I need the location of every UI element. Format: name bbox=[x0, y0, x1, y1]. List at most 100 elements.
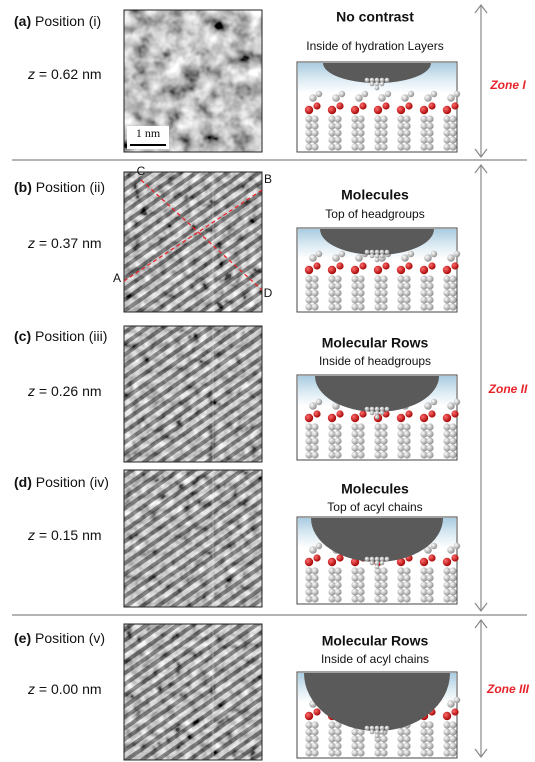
chain-atom bbox=[311, 437, 318, 444]
position-label: Position (ii) bbox=[36, 179, 105, 195]
chain-atom bbox=[403, 567, 410, 574]
headgroup-atom bbox=[359, 102, 366, 109]
z-value: = 0.15 nm bbox=[39, 527, 102, 543]
chain-atom bbox=[449, 444, 456, 451]
headgroup-atom bbox=[397, 266, 405, 274]
chain-atom bbox=[449, 567, 456, 574]
chain-atom bbox=[334, 430, 341, 437]
position-label: Position (v) bbox=[35, 630, 105, 646]
chain-atom bbox=[403, 728, 410, 735]
chain-atom bbox=[311, 595, 318, 602]
chain-atom bbox=[449, 735, 456, 742]
chain-atom bbox=[334, 581, 341, 588]
headgroup-atom bbox=[447, 402, 455, 410]
headgroup-atom bbox=[420, 266, 428, 274]
chain-atom bbox=[334, 115, 341, 122]
headgroup-atom bbox=[397, 106, 405, 114]
headgroup-atom bbox=[382, 102, 389, 109]
headgroup-atom bbox=[405, 102, 412, 109]
chain-atom bbox=[449, 581, 456, 588]
chain-atom bbox=[426, 437, 433, 444]
chain-atom bbox=[311, 115, 318, 122]
headgroup-atom bbox=[309, 402, 317, 410]
panel-label: (a) Position (i) bbox=[14, 13, 101, 29]
headgroup-atom bbox=[328, 266, 336, 274]
headgroup-atom bbox=[328, 558, 336, 566]
chain-atom bbox=[334, 129, 341, 136]
tip-atom bbox=[365, 557, 370, 562]
profile-endpoint: A bbox=[113, 271, 121, 285]
afm-stripes bbox=[124, 326, 262, 462]
chain-atom bbox=[449, 296, 456, 303]
tip-atom bbox=[365, 726, 370, 731]
tip-atom bbox=[365, 407, 370, 412]
tip-atom bbox=[380, 407, 385, 412]
tip-atom bbox=[375, 254, 380, 259]
tip-atom bbox=[380, 411, 385, 416]
chain-atom bbox=[380, 115, 387, 122]
headgroup-atom bbox=[378, 94, 386, 102]
tip-atom bbox=[375, 726, 380, 731]
chain-atom bbox=[449, 122, 456, 129]
headgroup-atom bbox=[451, 102, 458, 109]
tip-atom bbox=[365, 250, 370, 255]
headgroup-atom bbox=[443, 106, 451, 114]
headgroup-atom bbox=[355, 254, 363, 262]
chain-atom bbox=[449, 437, 456, 444]
z-height: z = 0.37 nm bbox=[27, 235, 102, 251]
chain-atom bbox=[334, 303, 341, 310]
chain-atom bbox=[403, 275, 410, 282]
chain-atom bbox=[334, 437, 341, 444]
headgroup-atom bbox=[309, 94, 317, 102]
chain-atom bbox=[403, 595, 410, 602]
headgroup-atom bbox=[420, 106, 428, 114]
chain-atom bbox=[311, 289, 318, 296]
chain-atom bbox=[334, 423, 341, 430]
chain-atom bbox=[357, 136, 364, 143]
tip-atom bbox=[375, 557, 380, 562]
chain-atom bbox=[357, 588, 364, 595]
tip-atom bbox=[365, 78, 370, 83]
schematic bbox=[297, 228, 460, 312]
chain-atom bbox=[426, 588, 433, 595]
chain-atom bbox=[311, 143, 318, 150]
chain-atom bbox=[311, 567, 318, 574]
schematic bbox=[297, 517, 460, 604]
mode-title: Molecular Rows bbox=[322, 335, 429, 351]
chain-atom bbox=[449, 275, 456, 282]
schematic bbox=[297, 62, 460, 152]
headgroup-atom bbox=[374, 266, 382, 274]
chain-atom bbox=[426, 430, 433, 437]
chain-atom bbox=[426, 136, 433, 143]
chain-atom bbox=[357, 735, 364, 742]
chain-atom bbox=[334, 143, 341, 150]
chain-atom bbox=[334, 296, 341, 303]
headgroup-atom bbox=[309, 546, 317, 554]
headgroup-atom bbox=[454, 399, 460, 405]
headgroup-atom bbox=[408, 91, 414, 97]
chain-atom bbox=[380, 129, 387, 136]
tip-atom bbox=[380, 82, 385, 87]
chain-atom bbox=[380, 444, 387, 451]
headgroup-atom bbox=[313, 262, 320, 269]
chain-atom bbox=[311, 275, 318, 282]
headgroup-atom bbox=[454, 697, 460, 703]
headgroup-atom bbox=[305, 712, 313, 720]
tip-atom bbox=[370, 726, 375, 731]
headgroup-atom bbox=[313, 410, 320, 417]
tip-atom bbox=[375, 250, 380, 255]
chain-atom bbox=[380, 423, 387, 430]
chain-atom bbox=[449, 282, 456, 289]
headgroup-atom bbox=[408, 251, 414, 257]
zone-label: Zone II bbox=[488, 382, 528, 396]
chain-atom bbox=[403, 574, 410, 581]
headgroup-atom bbox=[355, 94, 363, 102]
headgroup-atom bbox=[305, 558, 313, 566]
z-symbol: z bbox=[27, 235, 35, 251]
chain-atom bbox=[403, 115, 410, 122]
chain-atom bbox=[426, 122, 433, 129]
panel-label: (c) Position (iii) bbox=[14, 328, 107, 344]
chain-atom bbox=[426, 749, 433, 756]
headgroup-atom bbox=[447, 94, 455, 102]
mode-subtitle: Inside of headgroups bbox=[319, 354, 431, 368]
